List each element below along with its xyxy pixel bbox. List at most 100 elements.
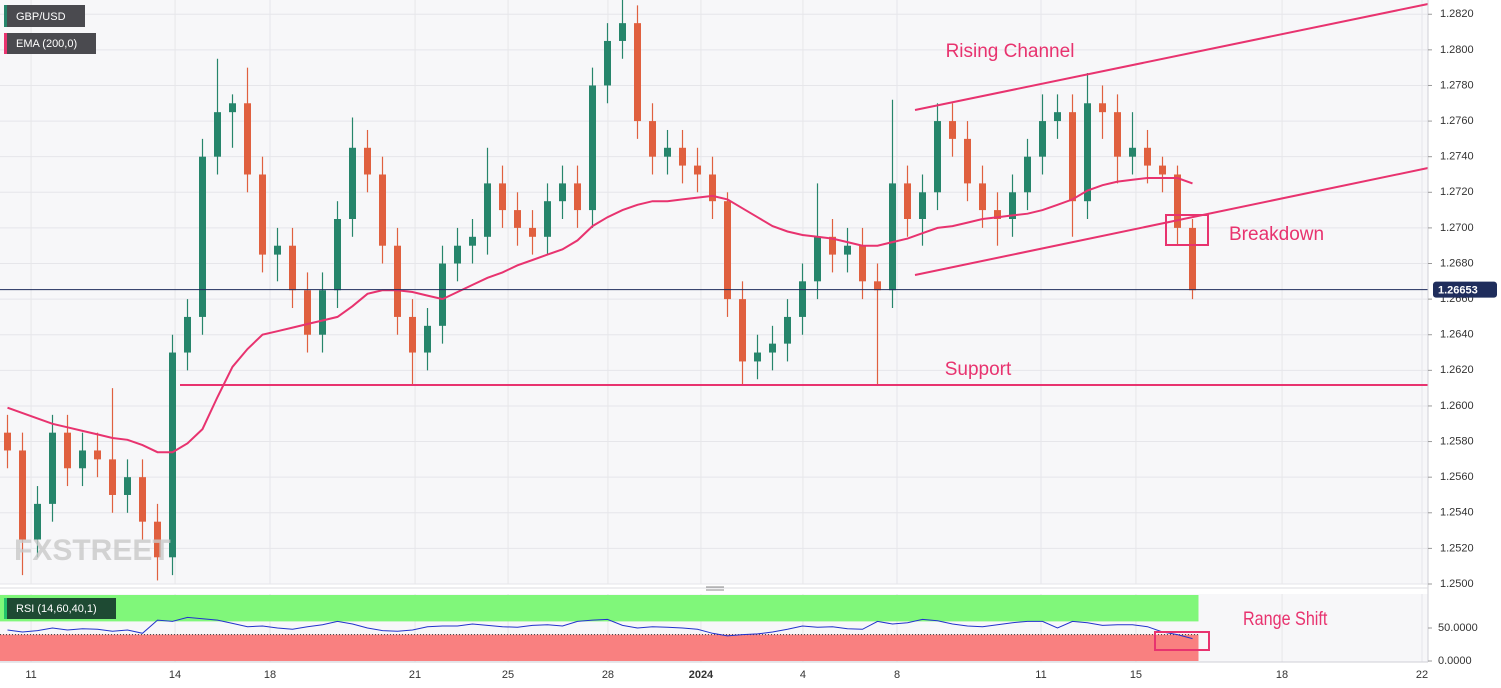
x-tick-label: 4 bbox=[800, 669, 806, 681]
candle-body bbox=[634, 23, 641, 122]
x-tick-label: 25 bbox=[502, 669, 514, 681]
candle-body bbox=[724, 201, 731, 300]
candle-body bbox=[154, 521, 161, 558]
candle-body bbox=[769, 343, 776, 353]
ema-line bbox=[7, 177, 1193, 454]
candle-body bbox=[559, 183, 566, 202]
x-tick-label: 21 bbox=[409, 669, 421, 681]
plot-layer bbox=[0, 0, 1428, 661]
candle-body bbox=[814, 236, 821, 282]
x-tick-label: 18 bbox=[1276, 669, 1288, 681]
candle-body bbox=[109, 459, 116, 495]
candle-body bbox=[1084, 103, 1091, 202]
y-tick-label: 50.0000 bbox=[1438, 622, 1478, 634]
candle-body bbox=[1024, 156, 1031, 193]
candle-body bbox=[349, 147, 356, 219]
x-tick-label: 11 bbox=[25, 669, 36, 681]
watermark: FXSTREET bbox=[14, 534, 171, 567]
candle-body bbox=[514, 210, 521, 228]
candle-body bbox=[334, 219, 341, 291]
candle-body bbox=[244, 103, 251, 175]
candle-body bbox=[1099, 103, 1106, 113]
candle-body bbox=[1189, 227, 1196, 291]
candle-body bbox=[859, 245, 866, 282]
y-tick-label: 1.2500 bbox=[1440, 578, 1474, 590]
candle-body bbox=[934, 121, 941, 193]
x-tick-label: 28 bbox=[602, 669, 614, 681]
candle-body bbox=[424, 325, 431, 353]
y-tick-label: 1.2620 bbox=[1440, 364, 1474, 376]
plot-background bbox=[0, 0, 1428, 584]
last-price-label: 1.26653 bbox=[1438, 285, 1478, 297]
candle-body bbox=[79, 450, 86, 469]
rsi-label: RSI (14,60,40,1) bbox=[16, 603, 97, 615]
candle-body bbox=[844, 245, 851, 255]
divider-handle[interactable] bbox=[706, 586, 724, 591]
candle-body bbox=[259, 174, 266, 255]
x-tick-label: 15 bbox=[1130, 669, 1142, 681]
candle-body bbox=[1129, 147, 1136, 157]
y-tick-label: 1.2520 bbox=[1440, 542, 1474, 554]
rsi-upper-band bbox=[0, 595, 1199, 622]
candle-body bbox=[4, 432, 11, 451]
candle-body bbox=[49, 432, 56, 504]
candle-body bbox=[379, 174, 386, 246]
candle-body bbox=[199, 156, 206, 317]
y-tick-label: 1.2640 bbox=[1440, 329, 1474, 341]
range-shift-box bbox=[1154, 631, 1210, 651]
candle-body bbox=[649, 121, 656, 157]
candle-body bbox=[184, 316, 191, 353]
candle-body bbox=[874, 281, 881, 291]
candle-body bbox=[169, 352, 176, 558]
candle-body bbox=[1159, 165, 1166, 175]
rsi-line bbox=[7, 616, 1193, 640]
candle-body bbox=[394, 245, 401, 317]
y-tick-label: 1.2760 bbox=[1440, 115, 1474, 127]
legend-stripe bbox=[4, 33, 7, 54]
last-price-tag bbox=[1433, 281, 1497, 298]
candle-body bbox=[919, 192, 926, 219]
candle-body bbox=[619, 23, 626, 41]
candle-body bbox=[1009, 192, 1016, 219]
candle-body bbox=[544, 201, 551, 237]
legend-box bbox=[4, 33, 96, 54]
candle-body bbox=[1174, 174, 1181, 228]
annotation-label: Range Shift bbox=[1243, 608, 1327, 630]
candle-body bbox=[679, 147, 686, 166]
candle-body bbox=[94, 450, 101, 460]
candle-body bbox=[694, 165, 701, 175]
candle-body bbox=[979, 183, 986, 211]
symbol-label: GBP/USD bbox=[16, 11, 66, 23]
candle-body bbox=[409, 316, 416, 353]
candle-body bbox=[1054, 112, 1061, 122]
y-tick-label: 1.2600 bbox=[1440, 400, 1474, 412]
candle-body bbox=[34, 503, 41, 540]
candle-body bbox=[739, 299, 746, 362]
candle-body bbox=[589, 85, 596, 211]
candle-body bbox=[994, 210, 1001, 219]
candle-body bbox=[904, 183, 911, 219]
candle-body bbox=[574, 183, 581, 211]
candle-body bbox=[1144, 147, 1151, 166]
candle-body bbox=[529, 227, 536, 237]
x-tick-label: 14 bbox=[169, 669, 181, 681]
candle-body bbox=[889, 183, 896, 291]
legend-label: EMA (200,0) bbox=[16, 38, 77, 50]
candle-body bbox=[604, 40, 611, 86]
candle-body bbox=[469, 236, 476, 246]
rsi-lower-band bbox=[0, 634, 1199, 661]
annotation-layer: Rising Channel Support Breakdown Range S… bbox=[180, 3, 1429, 651]
candle-body bbox=[289, 245, 296, 291]
candle-body bbox=[949, 121, 956, 139]
y-tick-label: 1.2560 bbox=[1440, 471, 1474, 483]
legend: GBP/USD EMA (200,0) RSI (14,60,40,1) bbox=[4, 5, 116, 619]
candle-body bbox=[454, 245, 461, 264]
candle-body bbox=[1039, 121, 1046, 157]
x-tick-label: 22 bbox=[1416, 669, 1428, 681]
candle-body bbox=[664, 147, 671, 157]
candle-body bbox=[829, 236, 836, 255]
candle-body bbox=[124, 477, 131, 495]
legend-stripe bbox=[4, 598, 7, 619]
candle-body bbox=[484, 183, 491, 237]
